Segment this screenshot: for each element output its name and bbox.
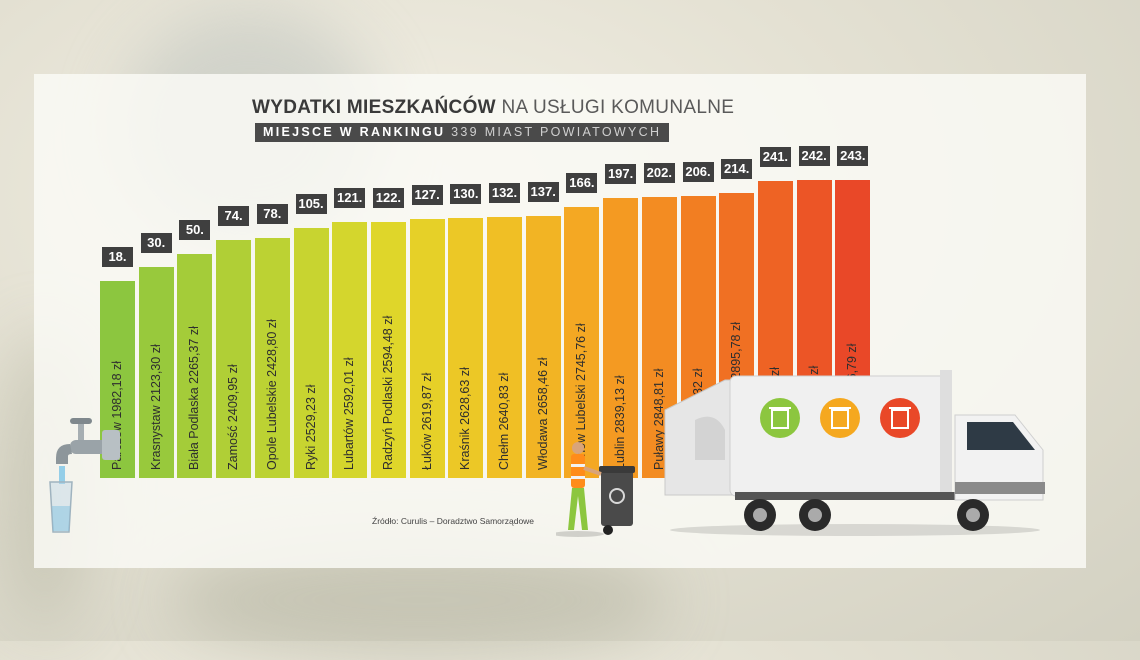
rank-label: 241. [759,146,791,167]
rank-label: 137. [527,181,559,202]
subtitle-light: 339 MIAST POWIATOWYCH [451,125,662,139]
recycle-bin-yellow-icon [820,398,860,438]
worker-with-bin-icon [556,442,635,537]
subtitle-bold: MIEJSCE W RANKINGU [263,125,446,139]
bar [409,219,445,478]
rank-label: 202. [643,163,675,184]
bar [525,215,561,478]
bar [254,237,290,478]
bar [487,217,522,478]
recycle-bin-green-icon [760,398,800,438]
bar-label: Krasnystaw 2123,30 zł [148,344,163,470]
rank-label: 30. [140,233,172,254]
rank-label: 121. [334,188,366,209]
bar [138,267,174,478]
bar-label: Opole Lubelskie 2428,80 zł [264,319,279,470]
chart-title: WYDATKI MIESZKAŃCÓW NA USŁUGI KOMUNALNE [252,97,734,119]
rank-label: 18. [102,247,133,267]
water-tap-icon [49,418,120,533]
bar-label: Lubartów 2592,01 zł [342,357,357,470]
title-bold: WYDATKI MIESZKAŃCÓW [252,97,496,118]
rank-label: 127. [411,185,443,206]
bar [448,218,484,478]
bar [370,221,406,478]
bar [216,239,252,478]
rank-label: 132. [489,183,520,204]
bar-label: Chełm 2640,83 zł [497,372,511,470]
recycle-bin-red-icon [880,398,920,438]
truck-wheels [744,499,989,531]
rank-label: 214. [721,158,753,179]
bar [332,222,368,478]
rank-label: 243. [837,146,869,166]
bar [603,198,639,478]
bar-label: Kraśnik 2628,63 zł [458,367,473,470]
rank-label: 50. [179,219,211,240]
bar [293,228,329,478]
bar-label: Ryki 2529,23 zł [303,384,318,470]
bar-label: Radzyń Podlaski 2594,48 zł [380,315,395,470]
bar [564,207,600,478]
rank-label: 130. [450,184,482,205]
bar-label: Łuków 2619,87 zł [419,372,434,470]
rank-label: 105. [295,194,327,215]
rank-label: 78. [256,203,288,224]
rank-label: 122. [372,187,404,208]
garbage-truck-icon [664,370,1045,536]
bar-label: Włodawa 2658,46 zł [535,357,550,470]
rank-label: 197. [605,164,637,185]
rank-label: 74. [218,205,250,226]
rank-label: 206. [682,161,714,182]
rank-label: 242. [798,146,830,167]
bar [177,253,213,478]
chart-subtitle: MIEJSCE W RANKINGU 339 MIAST POWIATOWYCH [255,123,670,142]
source-note: Źródło: Curulis – Doradztwo Samorządowe [372,516,535,526]
bar-label: Biała Podlaska 2265,37 zł [187,326,202,470]
title-light: NA USŁUGI KOMUNALNE [501,97,735,118]
rank-label: 166. [566,173,598,194]
bar-label: Zamość 2409,95 zł [226,364,241,470]
